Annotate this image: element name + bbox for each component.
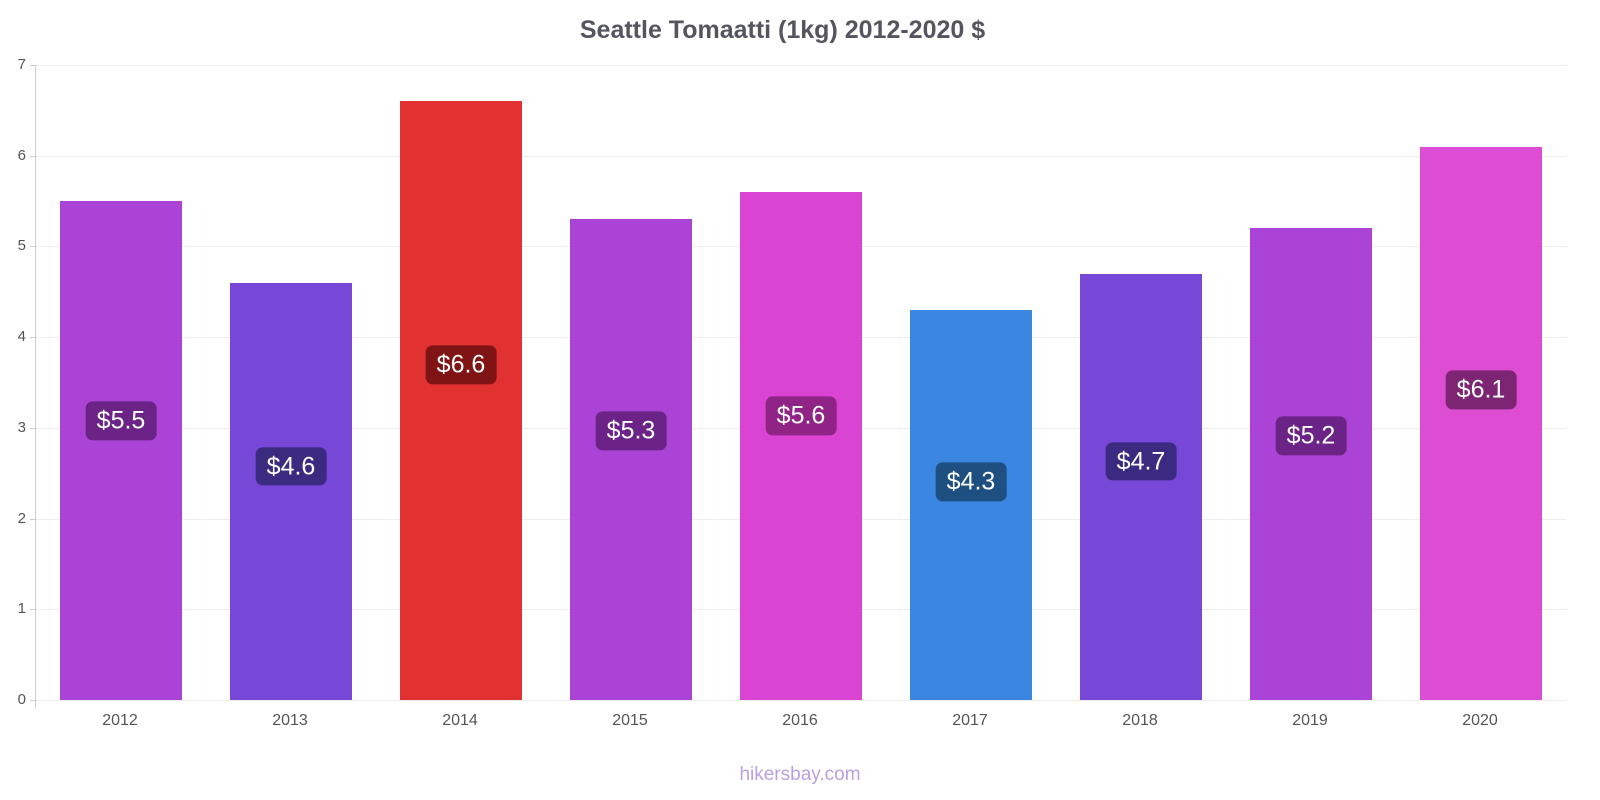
y-axis-tick-6 xyxy=(30,155,35,157)
y-axis-tick-1 xyxy=(30,609,35,611)
bar-2014[interactable] xyxy=(400,101,522,700)
bar-group-2017: $4.3 xyxy=(886,65,1056,700)
x-axis-label-2013: 2013 xyxy=(272,712,308,729)
gridline-0 xyxy=(36,700,1566,701)
plot-area: $5.5 $4.6 $6.6 $5.3 $5.6 $4.3 $4.7 $5.2 $6.1 xyxy=(35,65,1566,701)
bar-group-2015: $5.3 xyxy=(546,65,716,700)
bar-2013[interactable] xyxy=(230,282,352,700)
bar-group-2016: $5.6 xyxy=(716,65,886,700)
x-axis-label-2019: 2019 xyxy=(1292,712,1328,729)
gridline-6 xyxy=(36,155,1566,157)
x-axis-origin-tick xyxy=(35,700,36,708)
y-axis-tick-5 xyxy=(30,246,35,248)
y-axis-label-1: 1 xyxy=(17,600,26,618)
x-axis-label-2015: 2015 xyxy=(612,712,648,729)
y-axis-label-6: 6 xyxy=(17,146,26,164)
bar-value-label-2013: $4.6 xyxy=(255,446,327,486)
y-axis-label-0: 0 xyxy=(17,691,26,708)
x-axis-label-2014: 2014 xyxy=(442,712,478,729)
y-axis-label-5: 5 xyxy=(17,237,26,255)
bar-value-label-2012: $5.5 xyxy=(85,401,157,440)
bar-value-label-2017: $4.3 xyxy=(935,462,1007,501)
y-axis-tick-3 xyxy=(30,427,35,429)
gridline-7 xyxy=(36,65,1566,66)
y-axis-tick-7 xyxy=(30,65,35,66)
bar-2018[interactable] xyxy=(1080,273,1202,700)
y-axis-tick-4 xyxy=(30,337,35,339)
y-axis-label-7: 7 xyxy=(17,56,26,73)
x-axis-label-2017: 2017 xyxy=(952,712,988,729)
watermark: hikersbay.com xyxy=(739,764,861,785)
bar-group-2020: $6.1 xyxy=(1396,65,1566,700)
bar-value-label-2015: $5.3 xyxy=(595,411,667,451)
x-axis-label-2016: 2016 xyxy=(782,712,818,729)
bar-value-label-2019: $5.2 xyxy=(1275,416,1347,456)
bar-value-label-2020: $6.1 xyxy=(1445,370,1517,410)
chart-title: Seattle Tomaatti (1kg) 2012-2020 $ xyxy=(579,16,986,44)
bar-group-2019: $5.2 xyxy=(1226,65,1396,700)
bar-2020[interactable] xyxy=(1420,146,1542,700)
bar-group-2014: $6.6 xyxy=(376,65,546,700)
y-axis-label-3: 3 xyxy=(17,418,26,436)
bar-group-2013: $4.6 xyxy=(206,65,376,700)
y-axis-label-4: 4 xyxy=(17,328,26,346)
x-axis-label-2018: 2018 xyxy=(1122,712,1158,729)
y-axis-tick-0 xyxy=(30,700,35,701)
bar-group-2012: $5.5 xyxy=(36,65,206,700)
x-axis-label-2012: 2012 xyxy=(102,712,138,729)
bar-value-label-2018: $4.7 xyxy=(1105,441,1177,481)
bar-value-label-2014: $6.6 xyxy=(425,345,497,385)
x-axis-label-2020: 2020 xyxy=(1462,712,1498,729)
y-axis-label-2: 2 xyxy=(17,509,26,527)
bar-value-label-2016: $5.6 xyxy=(765,396,837,435)
bar-2015[interactable] xyxy=(570,219,692,700)
bar-group-2018: $4.7 xyxy=(1056,65,1226,700)
bar-2016[interactable] xyxy=(740,192,862,700)
bar-2019[interactable] xyxy=(1250,228,1372,700)
bar-2012[interactable] xyxy=(60,201,182,700)
bar-2017[interactable] xyxy=(910,309,1032,700)
y-axis-tick-2 xyxy=(30,518,35,520)
